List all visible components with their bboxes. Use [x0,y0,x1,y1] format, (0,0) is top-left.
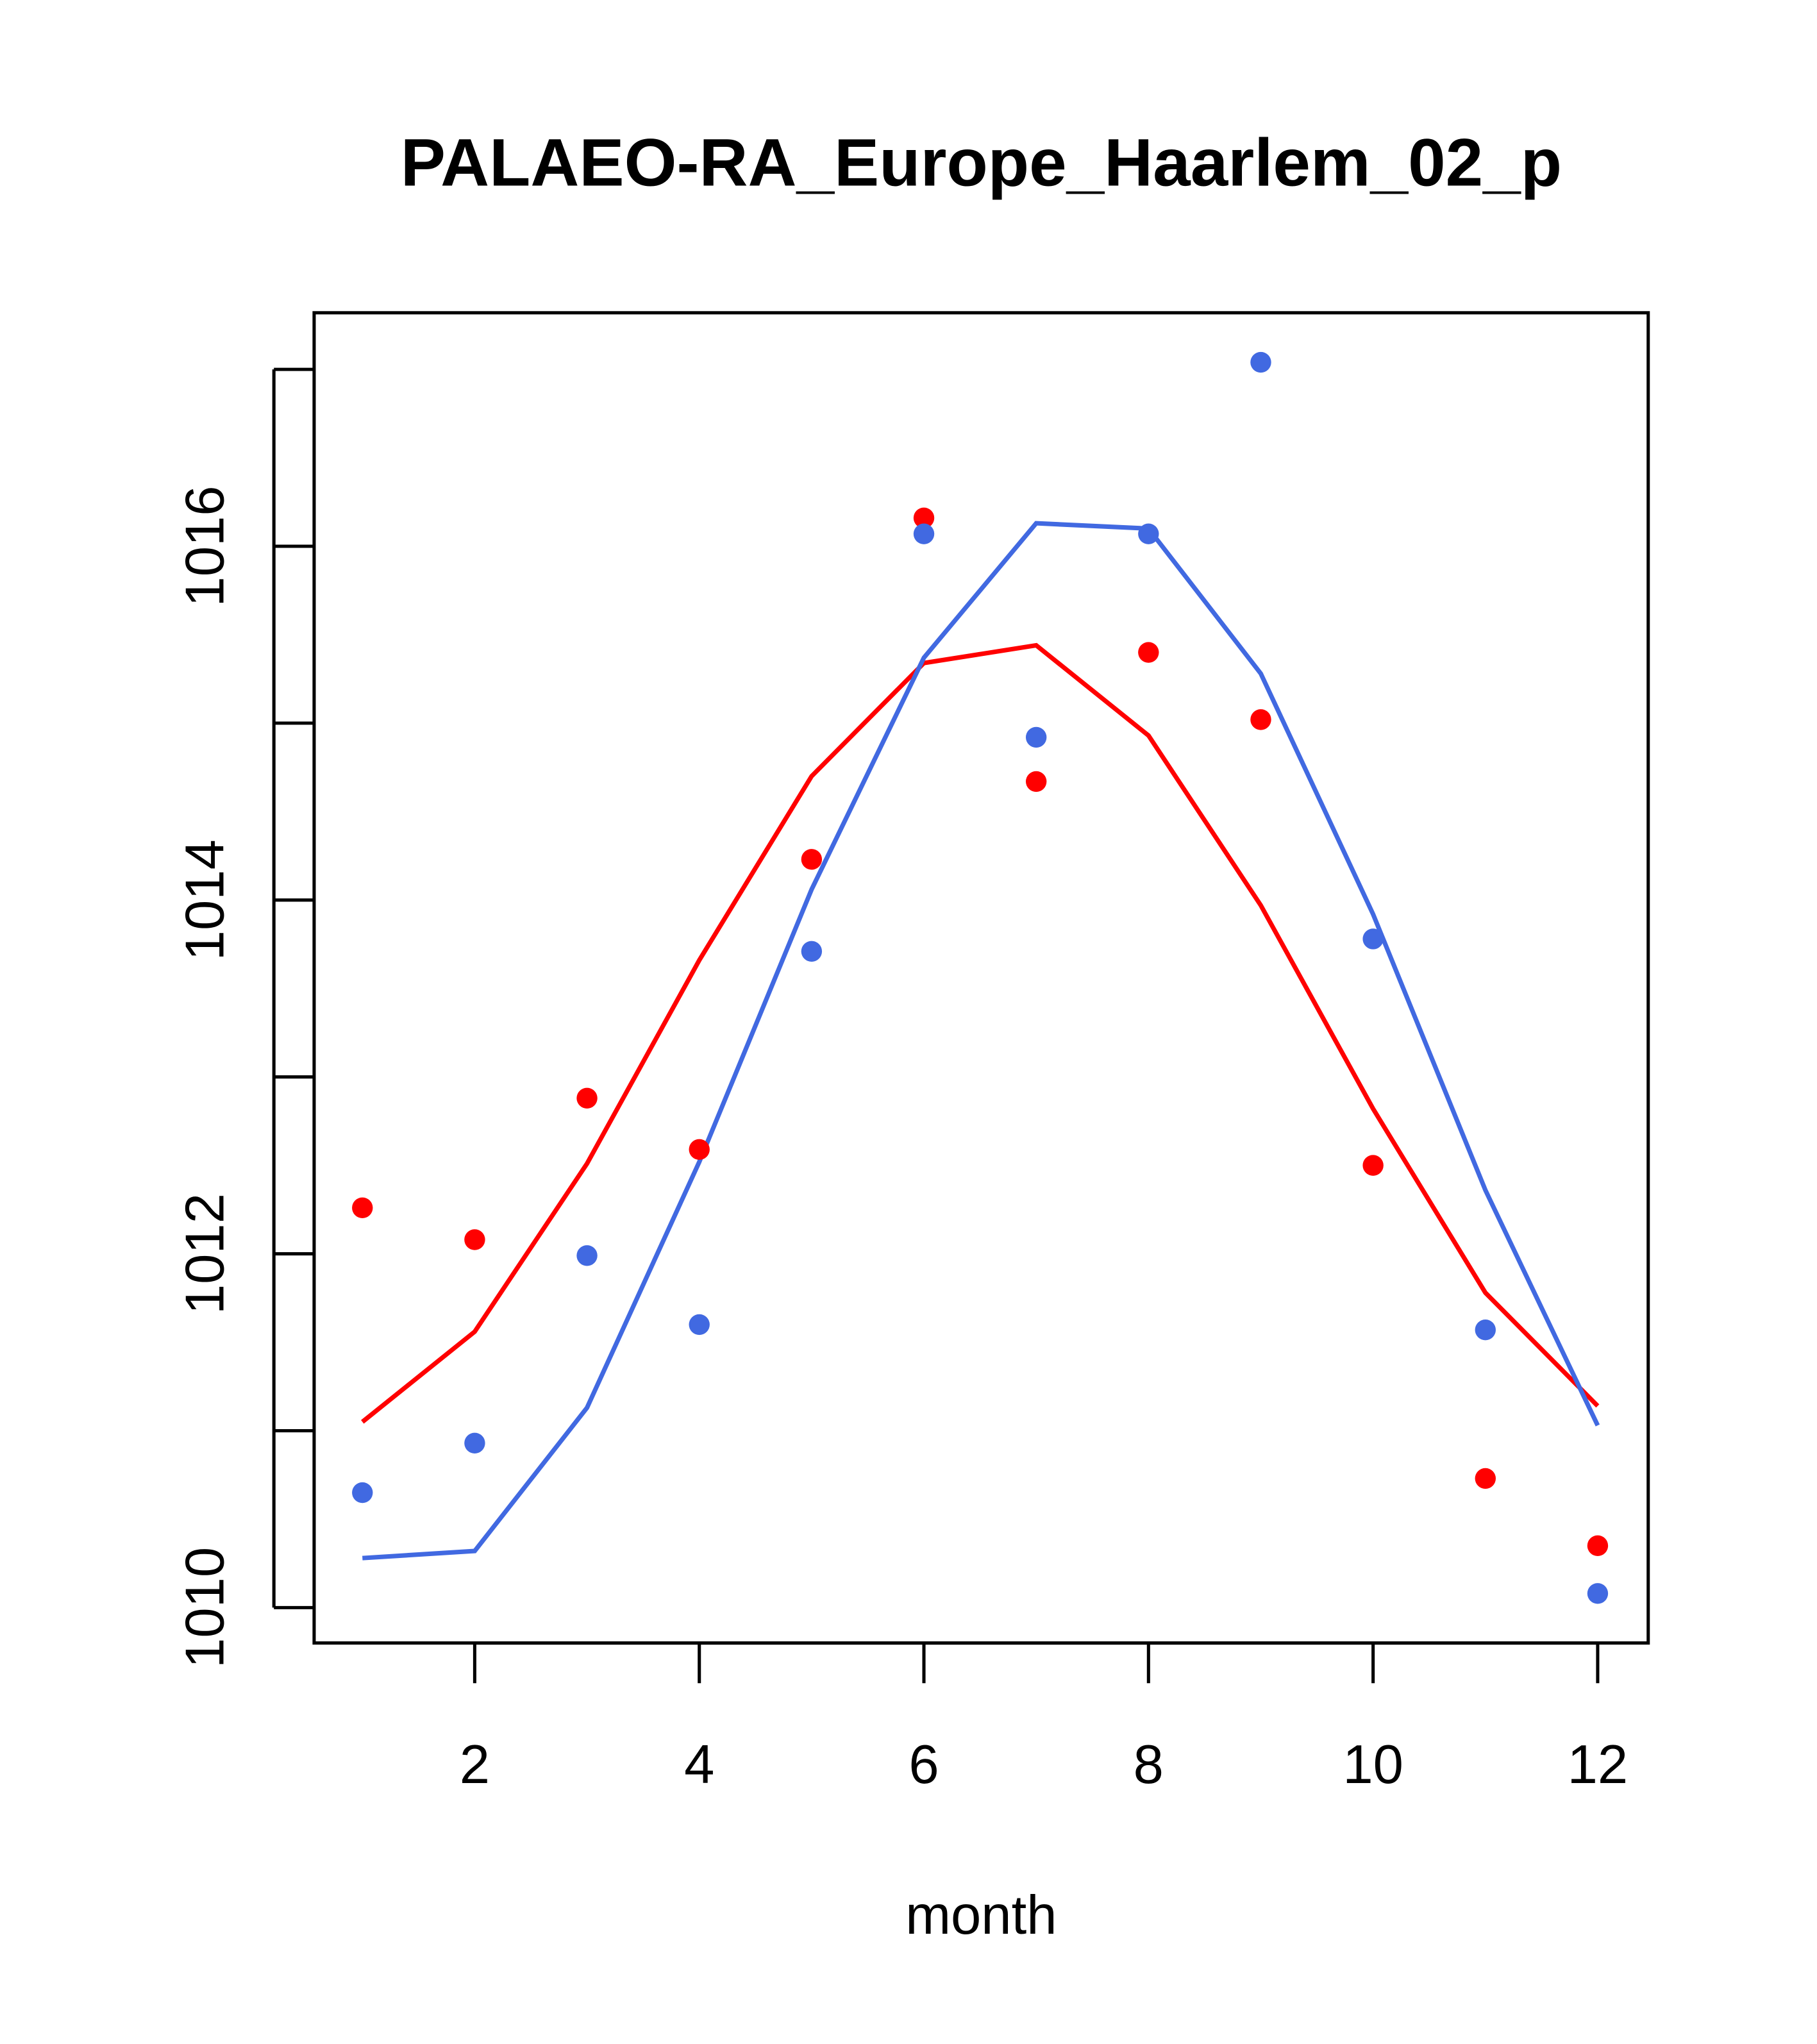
blue-point [689,1314,710,1336]
x-tick-label: 4 [684,1734,714,1795]
plot-frame [312,311,1650,1645]
blue-point [576,1245,598,1266]
blue-point [464,1432,485,1453]
red-point [576,1087,598,1109]
x-axis: 2 4 6 8 10 12 [460,1641,1629,1795]
red-point [464,1229,485,1250]
x-axis-label: month [905,1885,1057,1946]
x-tick-label: 12 [1568,1734,1629,1795]
red-point [801,849,823,870]
red-point [689,1139,710,1160]
blue-point [1587,1583,1609,1604]
blue-point [1362,928,1384,950]
y-tick-label: 1014 [174,839,235,960]
blue-point [1138,523,1159,544]
y-tick-label: 1012 [174,1193,235,1314]
chart-title: PALAEO-RA_Europe_Haarlem_02_p [401,125,1562,200]
x-tick-label: 2 [460,1734,490,1795]
red-point [1025,771,1047,792]
red-point [352,1197,373,1219]
red-line [361,642,1600,1424]
x-tick-label: 6 [908,1734,939,1795]
y-tick-label: 1016 [174,485,235,607]
x-tick-label: 8 [1134,1734,1164,1795]
red-point [1362,1155,1384,1176]
red-point [1250,709,1271,730]
red-point [1138,642,1159,663]
blue-point [801,941,823,962]
y-tick-label: 1010 [174,1547,235,1668]
x-tick-label: 10 [1343,1734,1403,1795]
red-point [913,507,935,529]
series-points [352,351,1609,1604]
blue-line [362,521,1600,1561]
blue-point [352,1482,373,1504]
blue-point [913,523,935,544]
red-point [1475,1468,1496,1489]
red-point [1587,1535,1609,1556]
y-axis: 1010 1012 1014 1016 [174,367,314,1668]
blue-point [1475,1319,1496,1341]
series-lines [361,521,1600,1561]
blue-point [1250,351,1271,373]
blue-point [1025,726,1047,748]
